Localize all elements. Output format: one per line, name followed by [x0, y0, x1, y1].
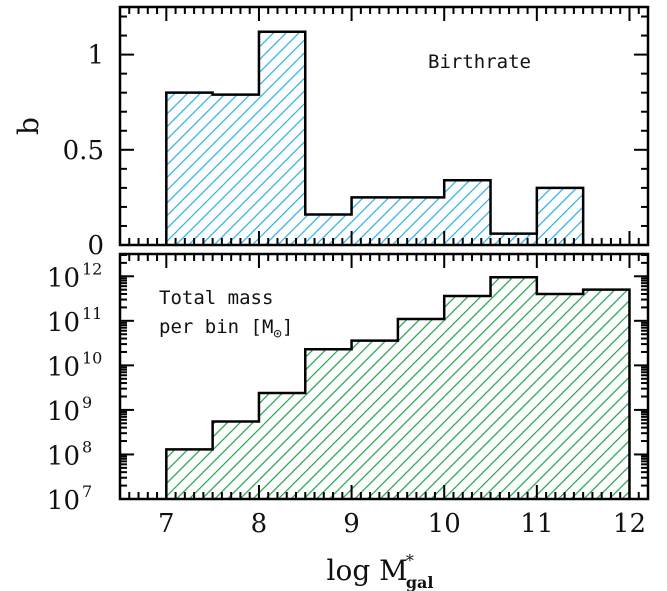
birthrate-y-tick-labels: 00.51 [63, 41, 104, 261]
y-tick-label: 0 [87, 231, 104, 261]
histogram-bar [397, 197, 445, 245]
histogram-bar [444, 180, 491, 245]
histogram-bar [212, 94, 259, 245]
total-mass-bars [166, 277, 630, 499]
y-tick-label: 10 [47, 308, 80, 338]
y-tick-exponent: 7 [82, 482, 92, 501]
y-tick-label: 0.5 [63, 136, 104, 166]
histogram-bar [490, 233, 537, 245]
birthrate-frame [118, 5, 650, 247]
x-tick-label: 9 [343, 509, 360, 539]
y-tick-label: 10 [47, 397, 80, 427]
y-tick-label: 10 [47, 441, 80, 471]
histogram-bar [536, 293, 584, 499]
total-mass-annotation-line2: per bin [M⊙] [159, 316, 293, 342]
histogram-bar [583, 289, 630, 499]
total-mass-annotation-line1: Total mass [159, 287, 273, 309]
histogram-bar [397, 318, 445, 499]
y-tick-exponent: 12 [82, 259, 102, 278]
x-tick-label: 10 [428, 509, 461, 539]
total-mass-frame [118, 252, 650, 501]
y-tick-label: 10 [47, 352, 80, 382]
annotation-text: per bin [M [159, 316, 273, 338]
histogram-bar [351, 197, 398, 245]
y-tick-exponent: 11 [82, 304, 102, 323]
x-axis-label-sub: gal [406, 573, 434, 591]
x-axis-label-sup: * [406, 551, 414, 570]
birthrate-bars [166, 31, 584, 246]
histogram-bar [536, 187, 584, 245]
histogram-bar [258, 392, 306, 499]
y-tick-label: 10 [47, 263, 80, 293]
x-tick-label: 11 [520, 509, 553, 539]
birthrate-panel: 00.51 b Birthrate [12, 5, 650, 261]
histogram-bar [351, 340, 398, 499]
histogram-bar [490, 277, 537, 499]
histogram-bar [305, 349, 352, 499]
y-axis-label: b [12, 117, 45, 135]
birthrate-annotation: Birthrate [428, 51, 531, 73]
y-tick-exponent: 8 [82, 437, 92, 456]
x-axis-label-main: log M [327, 554, 408, 587]
histogram-bar [166, 92, 213, 246]
histogram-bar [444, 296, 491, 499]
x-tick-labels: 7 8 9 10 11 12 [158, 509, 646, 539]
y-tick-exponent: 10 [82, 348, 102, 367]
y-tick-label: 1 [87, 41, 104, 71]
histogram-bar [305, 214, 352, 245]
histogram-bar [212, 421, 259, 499]
y-tick-exponent: 9 [82, 393, 92, 412]
histogram-bar [166, 449, 213, 499]
solar-symbol: ⊙ [273, 326, 282, 342]
y-tick-label: 10 [47, 486, 80, 516]
x-tick-label: 12 [613, 509, 646, 539]
total-mass-outline [165, 276, 631, 499]
x-tick-label: 8 [251, 509, 268, 539]
x-tick-label: 7 [158, 509, 175, 539]
annotation-close: ] [282, 316, 293, 338]
x-axis-label: log M* gal [327, 551, 434, 591]
histogram-bar [258, 31, 306, 246]
